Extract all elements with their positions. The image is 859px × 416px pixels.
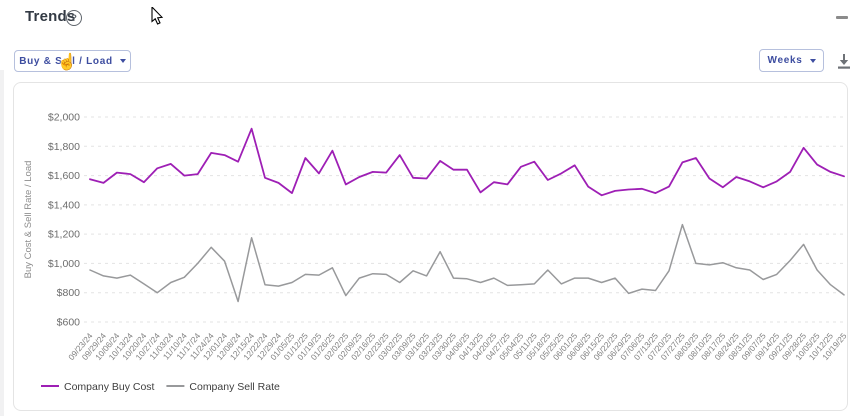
trend-chart[interactable]: $600 $800 $1,000 $1,200 $1,400 $1,600 $1,800 $2… (14, 83, 847, 410)
interval-dropdown-button[interactable]: Weeks (759, 49, 824, 72)
y-axis-label: Buy Cost & Sell Rate / Load (23, 161, 34, 279)
y-tick-label: $600 (57, 317, 81, 329)
y-tick-label: $1,600 (48, 170, 80, 182)
mouse-arrow-cursor (151, 7, 164, 25)
collapse-minus-icon[interactable] (836, 16, 848, 19)
page-edge (0, 70, 4, 416)
series-line-company-sell-rate[interactable] (89, 223, 845, 303)
legend-label-company-buy-cost[interactable]: Company Buy Cost (64, 381, 155, 393)
series-line-company-buy-cost[interactable] (89, 127, 845, 197)
y-tick-label: $1,800 (48, 141, 80, 153)
metric-dropdown-button[interactable]: Buy & Sell / Load (14, 50, 131, 72)
chevron-down-icon (809, 58, 816, 63)
y-tick-label: $1,000 (48, 258, 80, 270)
y-tick-label: $1,200 (48, 229, 80, 241)
y-tick-label: $1,400 (48, 199, 80, 211)
help-icon[interactable]: ? (66, 10, 82, 26)
y-tick-label: $800 (57, 287, 81, 299)
chevron-down-icon (119, 59, 126, 63)
metric-dropdown-label: Buy & Sell / Load (19, 55, 113, 67)
interval-dropdown-label: Weeks (767, 55, 803, 66)
chart-card: $600 $800 $1,000 $1,200 $1,400 $1,600 $1,800 $2… (13, 82, 848, 411)
legend-label-company-sell-rate[interactable]: Company Sell Rate (189, 381, 280, 393)
download-icon[interactable] (835, 52, 853, 70)
page-title: Trends (25, 8, 76, 25)
y-tick-label: $2,000 (48, 112, 80, 124)
